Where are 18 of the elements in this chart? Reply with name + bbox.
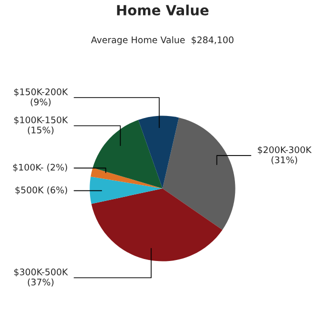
data-label: (37%) bbox=[28, 278, 54, 287]
pie-slice bbox=[91, 188, 222, 262]
data-label: (15%) bbox=[28, 126, 54, 134]
data-label: (9%) bbox=[30, 98, 51, 106]
chart-subtitle: Average Home Value $284,100 bbox=[91, 36, 234, 45]
chart-title: Home Value bbox=[117, 4, 208, 16]
slice-label: $100K-150K bbox=[14, 116, 68, 125]
pie-slice bbox=[90, 176, 162, 204]
data-label: (31%) bbox=[272, 156, 298, 164]
slice-label: $500K (6%) bbox=[15, 186, 68, 195]
pie-slice bbox=[138, 116, 179, 188]
slice-label: $100K- (2%) bbox=[13, 164, 68, 172]
pie-slice bbox=[162, 118, 236, 230]
slice-label: $200K-300K bbox=[258, 146, 312, 154]
pie-slice bbox=[90, 168, 162, 188]
slice-label: $300K-500K bbox=[14, 268, 68, 277]
slice-label: $150K-200K bbox=[14, 88, 68, 96]
pie-slice bbox=[92, 120, 162, 188]
